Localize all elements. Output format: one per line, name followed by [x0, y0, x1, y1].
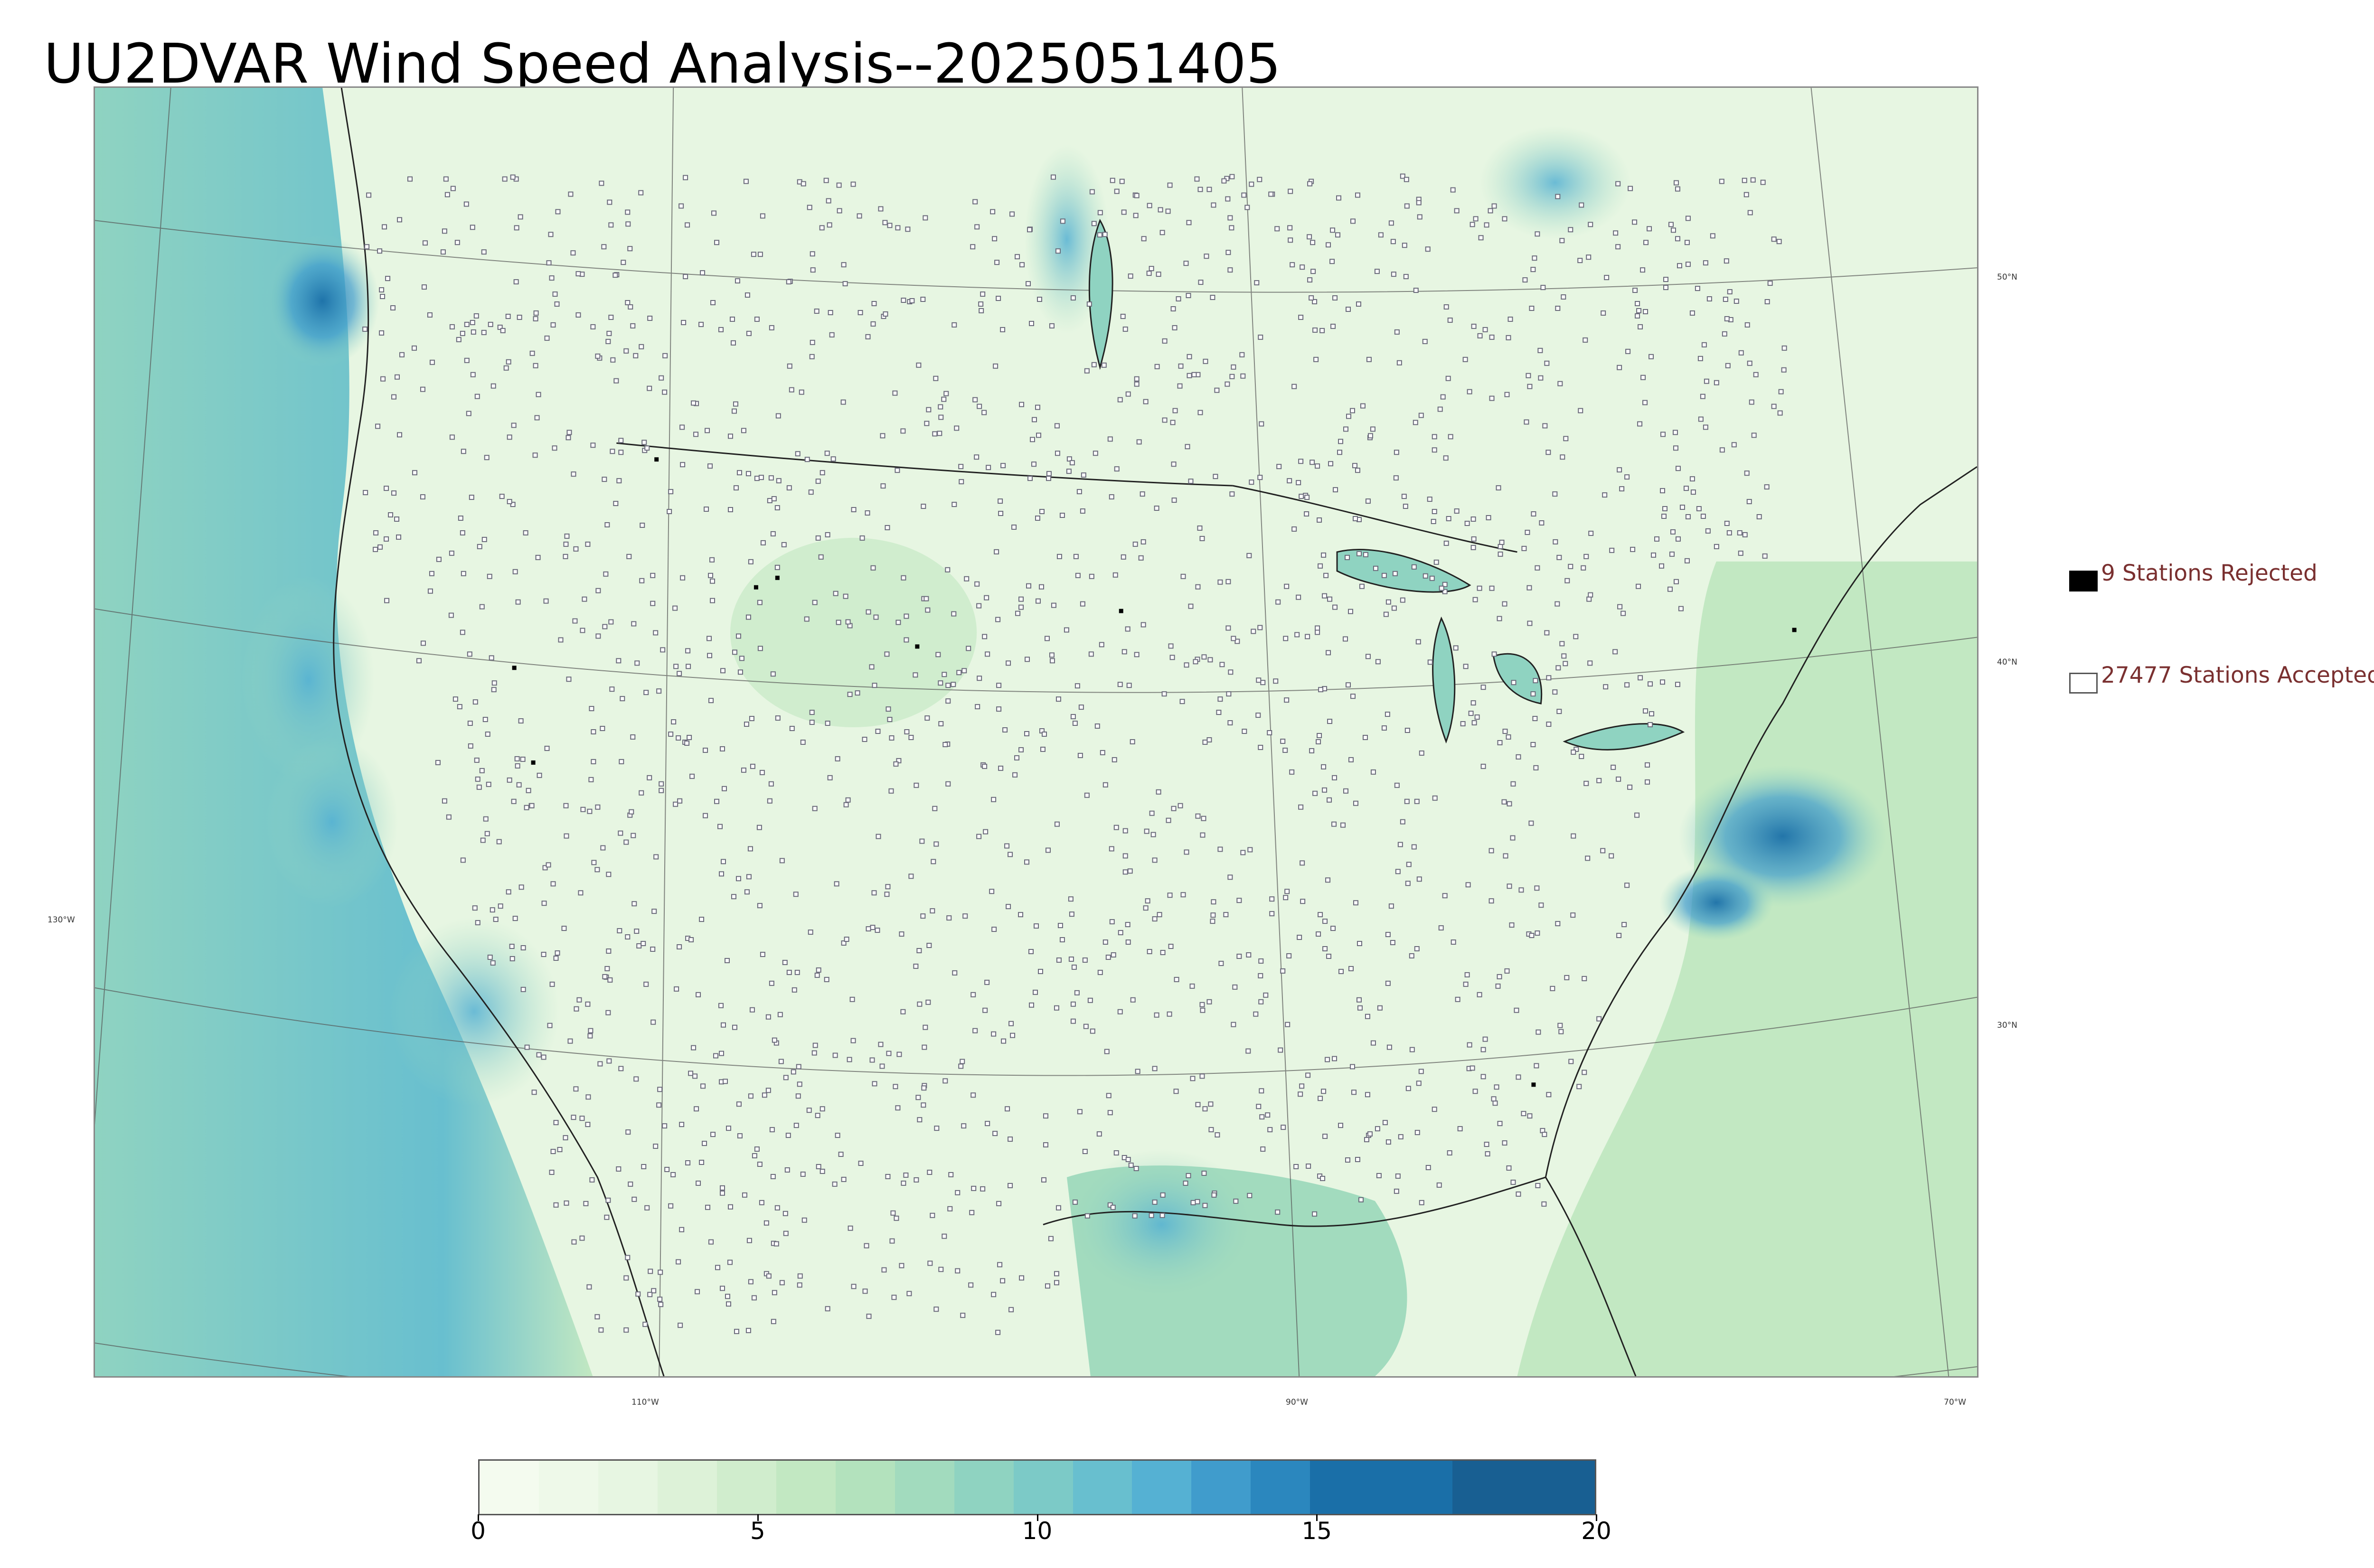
- graticule: [95, 88, 1977, 1376]
- rejected-legend-swatch: [2069, 571, 2098, 592]
- lat-label-30: 30°N: [1997, 1021, 2017, 1030]
- colorbar-segment: [716, 1461, 776, 1514]
- lon-label-90: 90°W: [1286, 1398, 1308, 1407]
- colorbar-segment: [598, 1461, 658, 1514]
- atlantic-ocean: [1517, 561, 1977, 1376]
- colorbar-segment: [835, 1461, 895, 1514]
- accepted-station-markers: [362, 173, 1787, 1335]
- colorbar-tick-label: 15: [1301, 1517, 1332, 1545]
- colorbar-segment: [1073, 1461, 1132, 1514]
- great-lakes: [1088, 218, 1685, 751]
- colorbar-segment: [1452, 1461, 1595, 1514]
- colorbar-segment: [954, 1461, 1014, 1514]
- colorbar-tick: [1596, 1514, 1597, 1521]
- wind-speed-colorbar: [478, 1459, 1596, 1515]
- lon-label-70: 70°W: [1944, 1398, 1966, 1407]
- colorbar-segment: [1132, 1461, 1192, 1514]
- colorbar-segment: [480, 1461, 539, 1514]
- accepted-legend-swatch: [2069, 673, 2098, 694]
- colorbar-segment: [1310, 1461, 1453, 1514]
- coastlines: [333, 88, 1977, 1376]
- colorbar-segment: [895, 1461, 954, 1514]
- colorbar-segment: [538, 1461, 598, 1514]
- rejected-station-markers: [512, 457, 1797, 1087]
- wind-speed-map: [94, 86, 1978, 1378]
- lat-label-50: 50°N: [1997, 272, 2017, 282]
- colorbar-tick: [1316, 1514, 1318, 1521]
- lon-label-130: 130°W: [47, 915, 75, 925]
- lat-label-40: 40°N: [1997, 657, 2017, 667]
- colorbar-tick-label: 0: [471, 1517, 486, 1545]
- colorbar-segment: [1013, 1461, 1073, 1514]
- rejected-legend-label: 9 Stations Rejected: [2101, 560, 2317, 586]
- colorbar-segment: [776, 1461, 836, 1514]
- colorbar-tick-label: 10: [1022, 1517, 1053, 1545]
- lon-label-110: 110°W: [631, 1398, 659, 1407]
- colorbar-tick-label: 20: [1581, 1517, 1611, 1545]
- accepted-legend-label: 27477 Stations Accepted: [2101, 662, 2374, 688]
- colorbar-tick: [1036, 1514, 1038, 1521]
- colorbar-tick: [757, 1514, 759, 1521]
- colorbar-tick-label: 5: [750, 1517, 765, 1545]
- map-canvas: [95, 88, 1977, 1376]
- colorbar-segment: [1191, 1461, 1251, 1514]
- colorbar-segment: [657, 1461, 717, 1514]
- colorbar-segment: [1251, 1461, 1310, 1514]
- map-title: UU2DVAR Wind Speed Analysis--2025051405: [44, 32, 1281, 96]
- colorbar-tick: [478, 1514, 479, 1521]
